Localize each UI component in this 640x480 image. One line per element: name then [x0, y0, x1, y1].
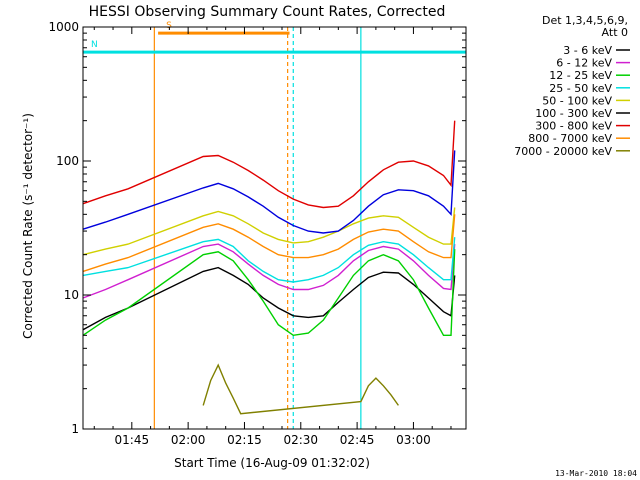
chart-title: HESSI Observing Summary Count Rates, Cor… — [89, 4, 446, 20]
legend-label-6: 300 - 800 keV — [535, 120, 612, 133]
date-stamp: 13-Mar-2010 18:04 — [555, 469, 637, 478]
series-line-3 — [82, 237, 456, 283]
series-line-9 — [82, 150, 456, 234]
y-tick-label-3: 1000 — [48, 20, 79, 34]
legend-header-1: Att 0 — [602, 26, 628, 39]
series-line-7 — [82, 214, 456, 273]
legend-label-7: 800 - 7000 keV — [528, 132, 612, 145]
x-tick-label-2: 02:15 — [227, 433, 262, 447]
y-tick-label-2: 100 — [56, 154, 79, 168]
legend-label-0: 3 - 6 keV — [563, 44, 612, 57]
y-tick-label-1: 10 — [64, 288, 79, 302]
legend-label-3: 25 - 50 keV — [549, 82, 612, 95]
x-tick-label-1: 02:00 — [171, 433, 206, 447]
axes: 01:45 02:00 02:15 02:30 02:45 03:00 1 10 100 1000 — [48, 20, 467, 447]
y-axis-label: Corrected Count Rate (s⁻¹ detector⁻¹) — [21, 113, 35, 339]
legend-label-1: 6 - 12 keV — [556, 57, 612, 70]
series-line-8 — [202, 363, 399, 415]
legend-label-5: 100 - 300 keV — [535, 107, 612, 120]
x-tick-label-5: 03:00 — [396, 433, 431, 447]
x-tick-label-4: 02:45 — [340, 433, 375, 447]
series-line-0 — [82, 266, 456, 331]
series-line-4 — [82, 207, 456, 256]
series-line-2 — [82, 249, 456, 337]
legend-label-8: 7000 - 20000 keV — [514, 145, 612, 158]
marker-label-n: N — [91, 40, 98, 50]
x-tick-label-0: 01:45 — [115, 433, 150, 447]
marker-label-s: S — [166, 21, 172, 31]
y-tick-label-0: 1 — [71, 422, 79, 436]
legend-label-4: 50 - 100 keV — [542, 94, 612, 107]
plot-frame — [82, 26, 467, 430]
legend-label-2: 12 - 25 keV — [549, 69, 612, 82]
legend-header-0: Det 1,3,4,5,6,9, — [542, 14, 628, 27]
x-axis-label: Start Time (16-Aug-09 01:32:02) — [174, 456, 370, 470]
series-line-6 — [82, 120, 456, 209]
plot-area: SN — [82, 21, 466, 429]
series-line-1 — [82, 243, 456, 299]
x-tick-label-3: 02:30 — [283, 433, 318, 447]
